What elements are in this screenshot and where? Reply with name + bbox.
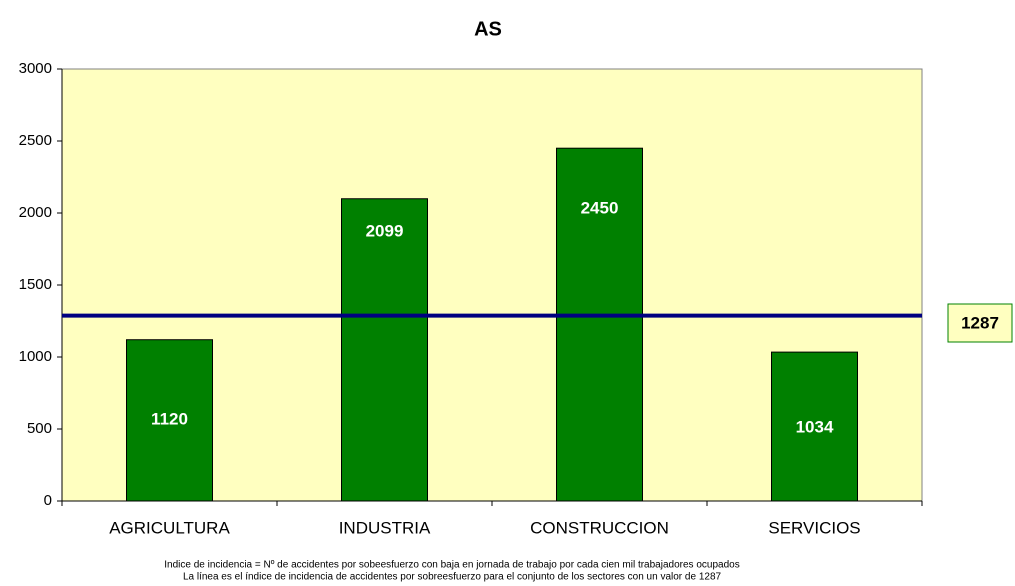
x-tick-label: CONSTRUCCION	[530, 518, 669, 537]
note: La línea es el índice de incidencia de a…	[183, 572, 722, 583]
data-label: 1120	[151, 409, 188, 428]
x-tick-label: INDUSTRIA	[339, 518, 431, 537]
note: Indice de incidencia = Nº de accidentes …	[164, 560, 739, 571]
bar	[126, 339, 213, 502]
chart-title: AS	[474, 18, 502, 40]
data-label: 2099	[366, 221, 404, 240]
data-label: 2450	[581, 198, 619, 217]
y-tick-label: 2500	[19, 132, 52, 149]
y-tick-label: 0	[44, 492, 52, 509]
y-tick-label: 2000	[19, 204, 52, 221]
data-label: 1034	[796, 417, 834, 436]
y-tick-label: 1000	[19, 348, 52, 365]
y-tick-label: 500	[27, 420, 52, 437]
reference-label: 1287	[961, 313, 999, 332]
x-tick-label: AGRICULTURA	[109, 518, 230, 537]
bar	[771, 351, 858, 502]
bar	[556, 147, 643, 502]
bar	[341, 198, 428, 502]
y-tick-label: 1500	[19, 276, 52, 293]
reference-label-box	[947, 303, 1013, 343]
y-tick-label: 3000	[19, 60, 52, 77]
x-tick-label: SERVICIOS	[768, 518, 860, 537]
